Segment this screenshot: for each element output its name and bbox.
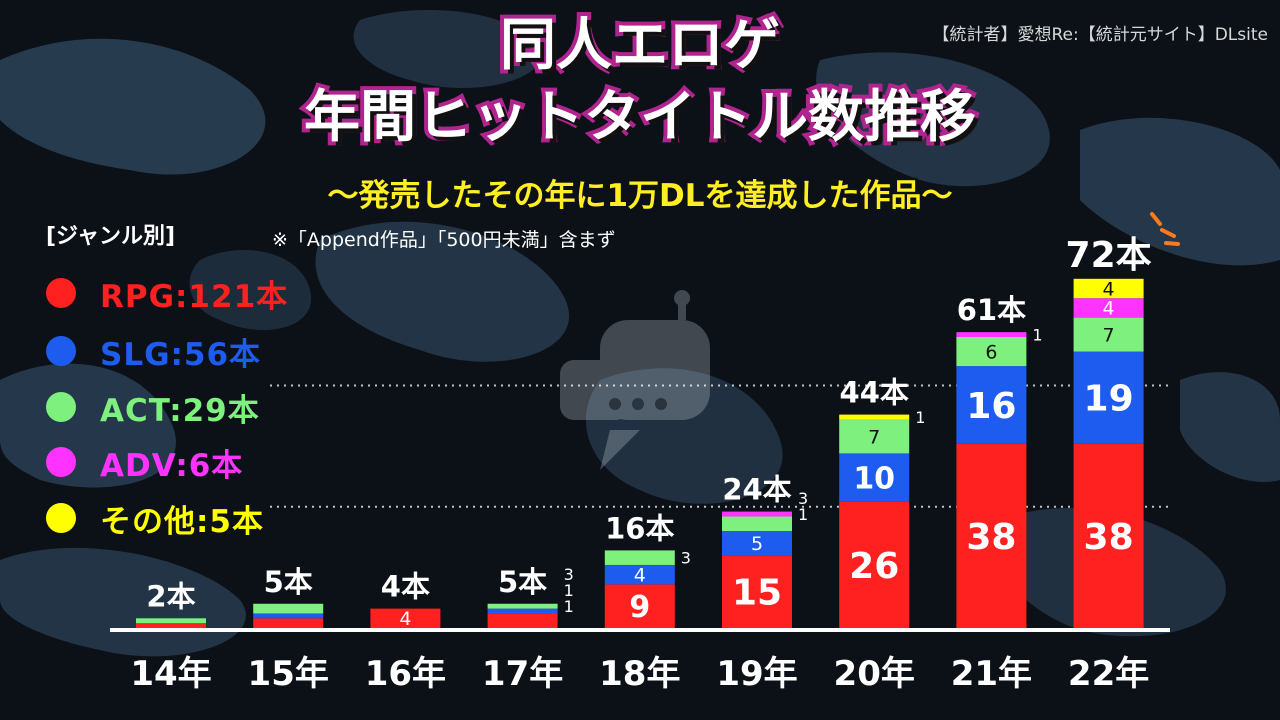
- bar-RPG-22年: [1073, 443, 1144, 628]
- value-label-RPG-22年: 38: [1084, 517, 1134, 558]
- bar-ACT-15年: [253, 603, 324, 614]
- data-labels: 2本14年5本15年44本16年1135本17年94316本18年1551324…: [130, 235, 1151, 694]
- bars: [136, 278, 1144, 628]
- value-label-SLG-21年: 16: [966, 386, 1016, 427]
- legend-item-rpg: RPG:121本: [46, 273, 289, 315]
- bar-ACT-17年: [487, 603, 558, 609]
- chart-subtitle: 〜発売したその年に1万DLを達成した作品〜: [325, 176, 955, 217]
- bar-ACT-20年: [839, 419, 910, 454]
- x-tick-label-15年: 15年: [248, 654, 329, 694]
- bar-SLG-20年: [839, 453, 910, 502]
- side-label-SLG-17年: 1: [564, 581, 574, 600]
- legend-dot-other: [46, 503, 76, 533]
- value-label-その他-22年: 4: [1103, 278, 1115, 300]
- bar-ADV-21年: [956, 332, 1027, 337]
- chart-title-line2: 年間ヒットタイトル数推移: [300, 82, 980, 154]
- side-label-ACT-19年: 3: [798, 489, 808, 508]
- legend-dot-act: [46, 392, 76, 422]
- side-label-ADV-21年: 1: [1032, 326, 1042, 345]
- source-credit: 【統計者】愛想Re:【統計元サイト】DLsite: [932, 25, 1268, 45]
- value-label-SLG-20年: 10: [853, 461, 895, 496]
- total-label-14年: 2本: [146, 579, 195, 613]
- bar-RPG-17年: [487, 613, 558, 628]
- bar-ACT-19年: [722, 516, 792, 531]
- bar-ACT-14年: [136, 618, 206, 624]
- legend-item-adv: ADV:6本: [46, 442, 244, 484]
- bar-ACT-21年: [956, 337, 1027, 367]
- total-label-22年: 72本: [1066, 235, 1152, 276]
- bar-SLG-19年: [722, 531, 792, 556]
- bar-RPG-19年: [722, 555, 792, 628]
- side-label-ACT-17年: 1: [564, 597, 574, 616]
- bar-ADV-19年: [722, 511, 792, 517]
- value-label-ACT-20年: 7: [868, 426, 880, 448]
- bar-SLG-15年: [253, 613, 324, 619]
- total-label-18年: 16本: [605, 511, 674, 545]
- x-tick-label-19年: 19年: [716, 654, 797, 694]
- bar-RPG-21年: [956, 443, 1027, 628]
- legend-label-other: その他:5本: [100, 503, 264, 540]
- total-label-20年: 44本: [840, 376, 909, 410]
- bar-SLG-22年: [1073, 351, 1144, 444]
- legend-label-adv: ADV:6本: [100, 447, 244, 484]
- legend-dot-rpg: [46, 278, 76, 308]
- bar-SLG-18年: [604, 564, 675, 585]
- exclusion-note: ※「Append作品」「500円未満」含まず: [272, 229, 616, 251]
- bar-ACT-18年: [604, 550, 675, 565]
- x-tick-label-20年: 20年: [834, 654, 915, 694]
- side-label-ACT-18年: 3: [681, 549, 691, 568]
- value-label-ACT-22年: 7: [1103, 324, 1115, 346]
- side-label-RPG-17年: 3: [564, 565, 574, 584]
- total-label-21年: 61本: [957, 293, 1026, 327]
- value-label-RPG-20年: 26: [849, 546, 899, 587]
- legend-dot-adv: [46, 447, 76, 477]
- legend-label-act: ACT:29本: [100, 392, 260, 429]
- grid-lines: [270, 384, 1170, 508]
- x-tick-label-14年: 14年: [130, 654, 211, 694]
- bar-RPG-16年: [370, 608, 441, 628]
- bar-RPG-15年: [253, 618, 324, 628]
- x-tick-label-21年: 21年: [951, 654, 1032, 694]
- bar-ACT-22年: [1073, 317, 1144, 352]
- x-tick-label-22年: 22年: [1068, 654, 1149, 694]
- value-label-ADV-22年: 4: [1103, 298, 1115, 320]
- total-label-17年: 5本: [498, 565, 547, 599]
- value-label-RPG-19年: 15: [732, 573, 782, 614]
- legend-item-slg: SLG:56本: [46, 331, 262, 373]
- side-label-その他-20年: 1: [915, 408, 925, 427]
- x-tick-label-18年: 18年: [599, 654, 680, 694]
- total-label-19年: 24本: [722, 473, 791, 507]
- value-label-ACT-21年: 6: [985, 341, 997, 363]
- bar-RPG-14年: [136, 623, 206, 628]
- value-label-SLG-18年: 4: [634, 564, 646, 586]
- bar-RPG-20年: [839, 501, 910, 628]
- legend-dot-slg: [46, 336, 76, 366]
- bar-その他-20年: [839, 414, 910, 420]
- x-tick-label-16年: 16年: [365, 654, 446, 694]
- highlight-tick-icon: [1150, 212, 1180, 246]
- value-label-SLG-22年: 19: [1084, 379, 1134, 420]
- value-label-RPG-16年: 4: [399, 608, 411, 630]
- x-tick-label-17年: 17年: [482, 654, 563, 694]
- legend-item-other: その他:5本: [46, 498, 264, 540]
- value-label-SLG-19年: 5: [751, 533, 763, 555]
- value-label-RPG-21年: 38: [966, 517, 1016, 558]
- legend-item-act: ACT:29本: [46, 387, 260, 429]
- value-label-RPG-18年: 9: [629, 590, 650, 625]
- bar-ADV-22年: [1073, 298, 1144, 318]
- legend-label-rpg: RPG:121本: [100, 278, 289, 315]
- bar-RPG-18年: [604, 584, 675, 628]
- bar-その他-22年: [1073, 278, 1144, 299]
- bar-SLG-21年: [956, 366, 1027, 444]
- bar-SLG-17年: [487, 608, 558, 614]
- total-label-16年: 4本: [381, 570, 430, 604]
- chart-title-line1: 同人エロゲ: [496, 10, 784, 82]
- total-label-15年: 5本: [264, 565, 313, 599]
- legend-heading: [ジャンル別]: [46, 224, 176, 249]
- side-label-ADV-19年: 1: [798, 505, 808, 524]
- legend-label-slg: SLG:56本: [100, 336, 262, 373]
